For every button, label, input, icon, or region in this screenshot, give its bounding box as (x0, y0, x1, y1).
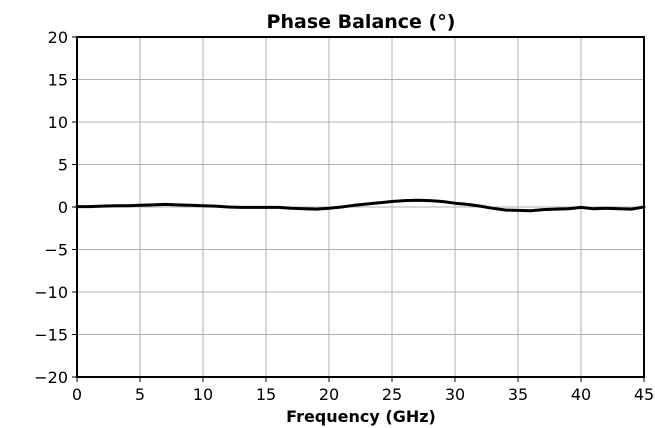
x-tick-label-1: 5 (135, 385, 145, 404)
y-tick-label-2: 10 (48, 113, 68, 132)
x-tick-label-5: 25 (382, 385, 402, 404)
x-tick-label-2: 10 (193, 385, 213, 404)
y-tick-label-3: 5 (58, 156, 68, 175)
y-tick-label-4: 0 (58, 198, 68, 217)
y-tick-label-6: −10 (34, 283, 68, 302)
y-tick-label-5: −5 (44, 241, 68, 260)
series-line-0 (75, 198, 646, 213)
x-tick-label-8: 40 (571, 385, 591, 404)
y-tick-label-8: −20 (34, 368, 68, 387)
chart-title: Phase Balance (°) (267, 11, 456, 33)
x-tick-label-4: 20 (319, 385, 339, 404)
x-axis-ticks: 0 5 10 15 20 25 30 35 40 45 (72, 377, 654, 404)
y-tick-label-0: 20 (48, 28, 68, 47)
x-tick-label-9: 45 (634, 385, 654, 404)
x-tick-label-0: 0 (72, 385, 82, 404)
grid-lines (76, 36, 645, 378)
x-axis-title: Frequency (GHz) (286, 407, 436, 426)
series-group (75, 198, 646, 213)
x-tick-label-7: 35 (508, 385, 528, 404)
y-axis-ticks: 20 15 10 5 0 −5 −10 −15 −20 (34, 28, 77, 387)
x-tick-label-3: 15 (256, 385, 276, 404)
y-tick-label-1: 15 (48, 71, 68, 90)
x-tick-label-6: 30 (445, 385, 465, 404)
y-tick-label-7: −15 (34, 326, 68, 345)
